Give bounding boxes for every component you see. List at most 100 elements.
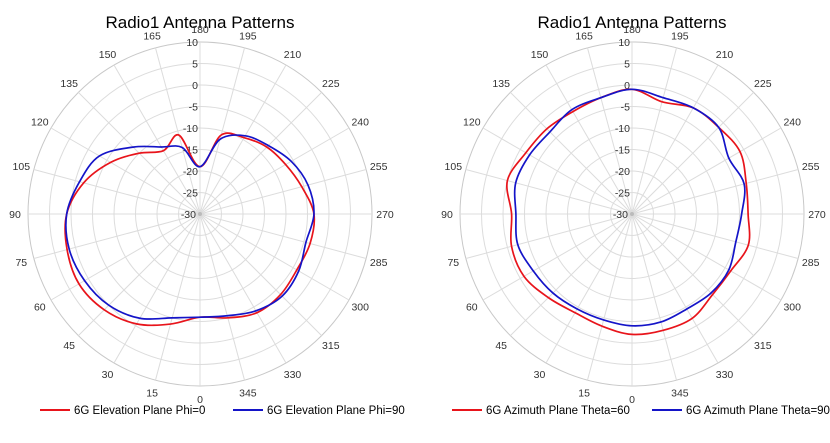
legend-label-1: 6G Elevation Plane Phi=0	[74, 405, 205, 417]
angle-tick-label: 300	[783, 302, 801, 314]
polar-grid	[459, 41, 805, 387]
grid-spoke	[199, 169, 367, 215]
angle-tick-label: 225	[754, 78, 772, 90]
radial-tick-label: -25	[615, 188, 630, 200]
angle-tick-label: 330	[284, 369, 302, 381]
angle-tick-label: 210	[716, 49, 734, 61]
radial-tick-label: -10	[615, 123, 630, 135]
grid-spoke	[199, 47, 245, 215]
grid-spoke	[199, 64, 287, 215]
angle-tick-label: 165	[143, 30, 161, 42]
angle-tick-label: 240	[783, 117, 801, 129]
angle-tick-label: 30	[102, 369, 114, 381]
grid-spoke	[50, 127, 201, 215]
grid-spoke	[155, 47, 201, 215]
angle-tick-label: 75	[15, 257, 27, 269]
legend-label-1: 6G Azimuth Plane Theta=60	[486, 405, 630, 417]
grid-spoke	[631, 213, 754, 336]
angle-tick-label: 45	[495, 340, 507, 352]
angle-tick-label: 285	[802, 257, 820, 269]
radial-tick-label: 10	[186, 37, 198, 49]
grid-spoke	[631, 213, 719, 364]
grid-spoke	[465, 213, 633, 259]
center-dot	[198, 212, 202, 216]
radial-tick-label: 0	[624, 80, 630, 92]
center-dot	[630, 212, 634, 216]
angle-tick-label: 90	[441, 209, 453, 221]
grid-spoke	[545, 213, 633, 364]
grid-spoke	[33, 213, 201, 259]
grid-spoke	[510, 92, 633, 215]
angle-tick-label: 180	[623, 24, 641, 36]
grid-spoke	[631, 92, 754, 215]
angle-tick-label: 30	[534, 369, 546, 381]
angle-tick-label: 150	[531, 49, 549, 61]
polar-grid	[27, 41, 373, 387]
series-line-2	[513, 88, 746, 327]
radial-tick-label: 0	[192, 80, 198, 92]
angle-tick-label: 330	[716, 369, 734, 381]
grid-spoke	[199, 92, 322, 215]
radial-tick-label: 5	[192, 59, 198, 71]
angle-tick-label: 255	[370, 161, 388, 173]
radial-tick-label: -30	[181, 209, 196, 221]
chart-title: Radio1 Antenna Patterns	[537, 13, 726, 32]
angle-tick-label: 285	[370, 257, 388, 269]
grid-spoke	[113, 213, 201, 364]
angle-tick-label: 195	[239, 30, 257, 42]
angle-tick-label: 135	[60, 78, 78, 90]
angle-tick-label: 165	[575, 30, 593, 42]
angle-tick-label: 90	[9, 209, 21, 221]
angle-tick-label: 270	[376, 209, 394, 221]
grid-spoke	[482, 213, 633, 301]
angle-tick-label: 45	[63, 340, 75, 352]
angle-tick-label: 0	[629, 394, 635, 406]
grid-spoke	[199, 213, 245, 381]
angle-tick-label: 150	[99, 49, 117, 61]
angle-tick-label: 60	[466, 302, 478, 314]
polar-chart-2: Radio1 Antenna Patterns01530456075901051…	[441, 13, 830, 417]
angle-tick-label: 0	[197, 394, 203, 406]
angle-tick-label: 225	[322, 78, 340, 90]
angle-tick-label: 210	[284, 49, 302, 61]
grid-spoke	[155, 213, 201, 381]
series-line-2	[65, 134, 315, 320]
grid-spoke	[50, 213, 201, 301]
angle-tick-label: 255	[802, 161, 820, 173]
grid-spoke	[631, 47, 677, 215]
angle-tick-label: 135	[492, 78, 510, 90]
angle-tick-label: 345	[239, 388, 257, 400]
angle-tick-label: 105	[445, 161, 463, 173]
grid-spoke	[587, 47, 633, 215]
grid-spoke	[78, 213, 201, 336]
grid-spoke	[465, 169, 633, 215]
grid-spoke	[199, 213, 367, 259]
angle-tick-label: 180	[191, 24, 209, 36]
grid-spoke	[510, 213, 633, 336]
legend: 6G Elevation Plane Phi=0 6G Elevation Pla…	[40, 405, 405, 417]
legend-label-2: 6G Azimuth Plane Theta=90	[686, 405, 830, 417]
grid-spoke	[631, 169, 799, 215]
angle-tick-label: 300	[351, 302, 369, 314]
angle-tick-label: 120	[31, 117, 49, 129]
grid-spoke	[631, 213, 677, 381]
grid-spoke	[545, 64, 633, 215]
legend: 6G Azimuth Plane Theta=60 6G Azimuth Plan…	[452, 405, 830, 417]
radial-tick-label: -10	[183, 123, 198, 135]
angle-tick-label: 15	[146, 388, 158, 400]
angle-tick-label: 195	[671, 30, 689, 42]
radial-tick-label: -20	[615, 166, 630, 178]
radial-tick-label: -30	[613, 209, 628, 221]
radial-tick-label: 10	[618, 37, 630, 49]
series-line-1	[64, 132, 316, 327]
grid-spoke	[199, 213, 322, 336]
grid-spoke	[33, 169, 201, 215]
radial-tick-label: -15	[615, 145, 630, 157]
grid-spoke	[199, 127, 350, 215]
chart-title: Radio1 Antenna Patterns	[105, 13, 294, 32]
angle-tick-label: 315	[322, 340, 340, 352]
grid-spoke	[199, 213, 350, 301]
grid-spoke	[199, 213, 287, 364]
angle-tick-label: 60	[34, 302, 46, 314]
polar-chart-1: Radio1 Antenna Patterns01530456075901051…	[9, 13, 405, 417]
